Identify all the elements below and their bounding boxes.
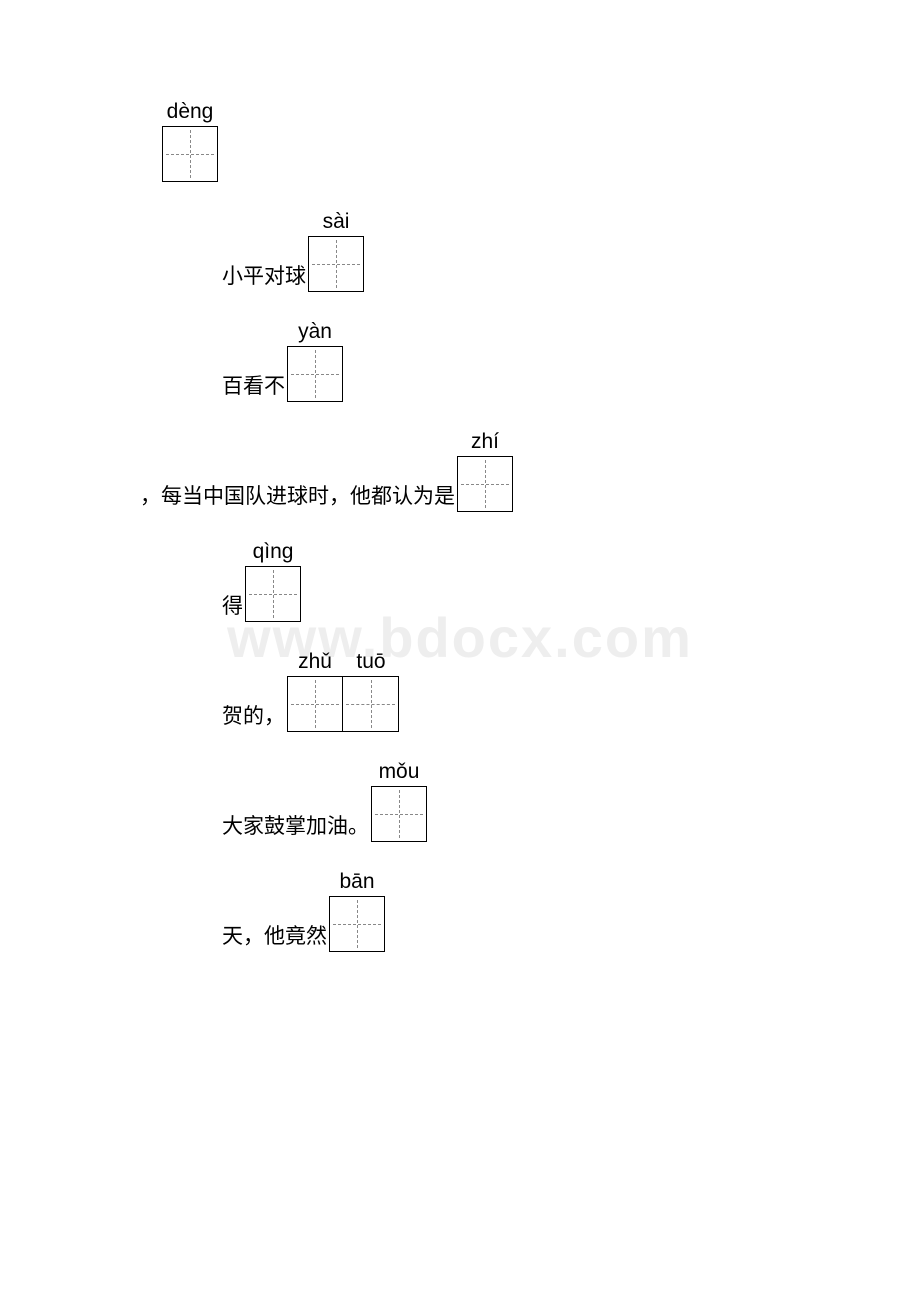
tianzige-row [287,676,399,732]
tianzige-cell[interactable] [287,346,343,402]
pinyin-char-box: bān [329,870,385,952]
exercise-line: 百看不 yàn [222,320,780,402]
sentence-text: 贺的， [222,703,285,732]
exercise-line: 贺的， zhǔtuō [222,650,780,732]
pinyin-label: zhǔ [287,650,343,674]
sentence-text: 大家鼓掌加油。 [222,813,369,842]
exercise-line: 得 qìng [222,540,780,622]
pinyin-label: bān [339,870,374,894]
pinyin-char-box: yàn [287,320,343,402]
tianzige-row [245,566,301,622]
exercise-line: dèng [160,100,780,182]
pinyin-label: tuō [343,650,399,674]
sentence-text: 得 [222,593,243,622]
sentence-text: 天，他竟然 [222,923,327,952]
pinyin-label: sài [323,210,350,234]
pinyin-label: zhí [471,430,499,454]
tianzige-cell[interactable] [343,676,399,732]
tianzige-cell[interactable] [329,896,385,952]
tianzige-cell[interactable] [245,566,301,622]
tianzige-row [371,786,427,842]
tianzige-cell[interactable] [457,456,513,512]
sentence-text: ，每当中国队进球时，他都认为是 [140,483,455,512]
pinyin-char-box: zhí [457,430,513,512]
pinyin-char-box: mǒu [371,760,427,842]
sentence-text: 小平对球 [222,263,306,292]
exercise-line: 大家鼓掌加油。 mǒu [222,760,780,842]
tianzige-row [162,126,218,182]
pinyin-char-box: qìng [245,540,301,622]
sentence-text: 百看不 [222,373,285,402]
pinyin-char-box: zhǔtuō [287,650,399,732]
exercise-line: 小平对球 sài [222,210,780,292]
tianzige-row [329,896,385,952]
pinyin-label: zhǔtuō [287,650,399,674]
exercise-line: 天，他竟然 bān [222,870,780,952]
tianzige-cell[interactable] [308,236,364,292]
pinyin-char-box: dèng [162,100,218,182]
tianzige-row [457,456,513,512]
pinyin-char-box: sài [308,210,364,292]
tianzige-row [308,236,364,292]
tianzige-cell[interactable] [287,676,343,732]
pinyin-label: mǒu [379,760,420,784]
tianzige-cell[interactable] [371,786,427,842]
tianzige-row [287,346,343,402]
pinyin-label: dèng [167,100,214,124]
exercise-line: ，每当中国队进球时，他都认为是 zhí [140,430,780,512]
tianzige-cell[interactable] [162,126,218,182]
pinyin-label: yàn [298,320,332,344]
pinyin-label: qìng [253,540,294,564]
